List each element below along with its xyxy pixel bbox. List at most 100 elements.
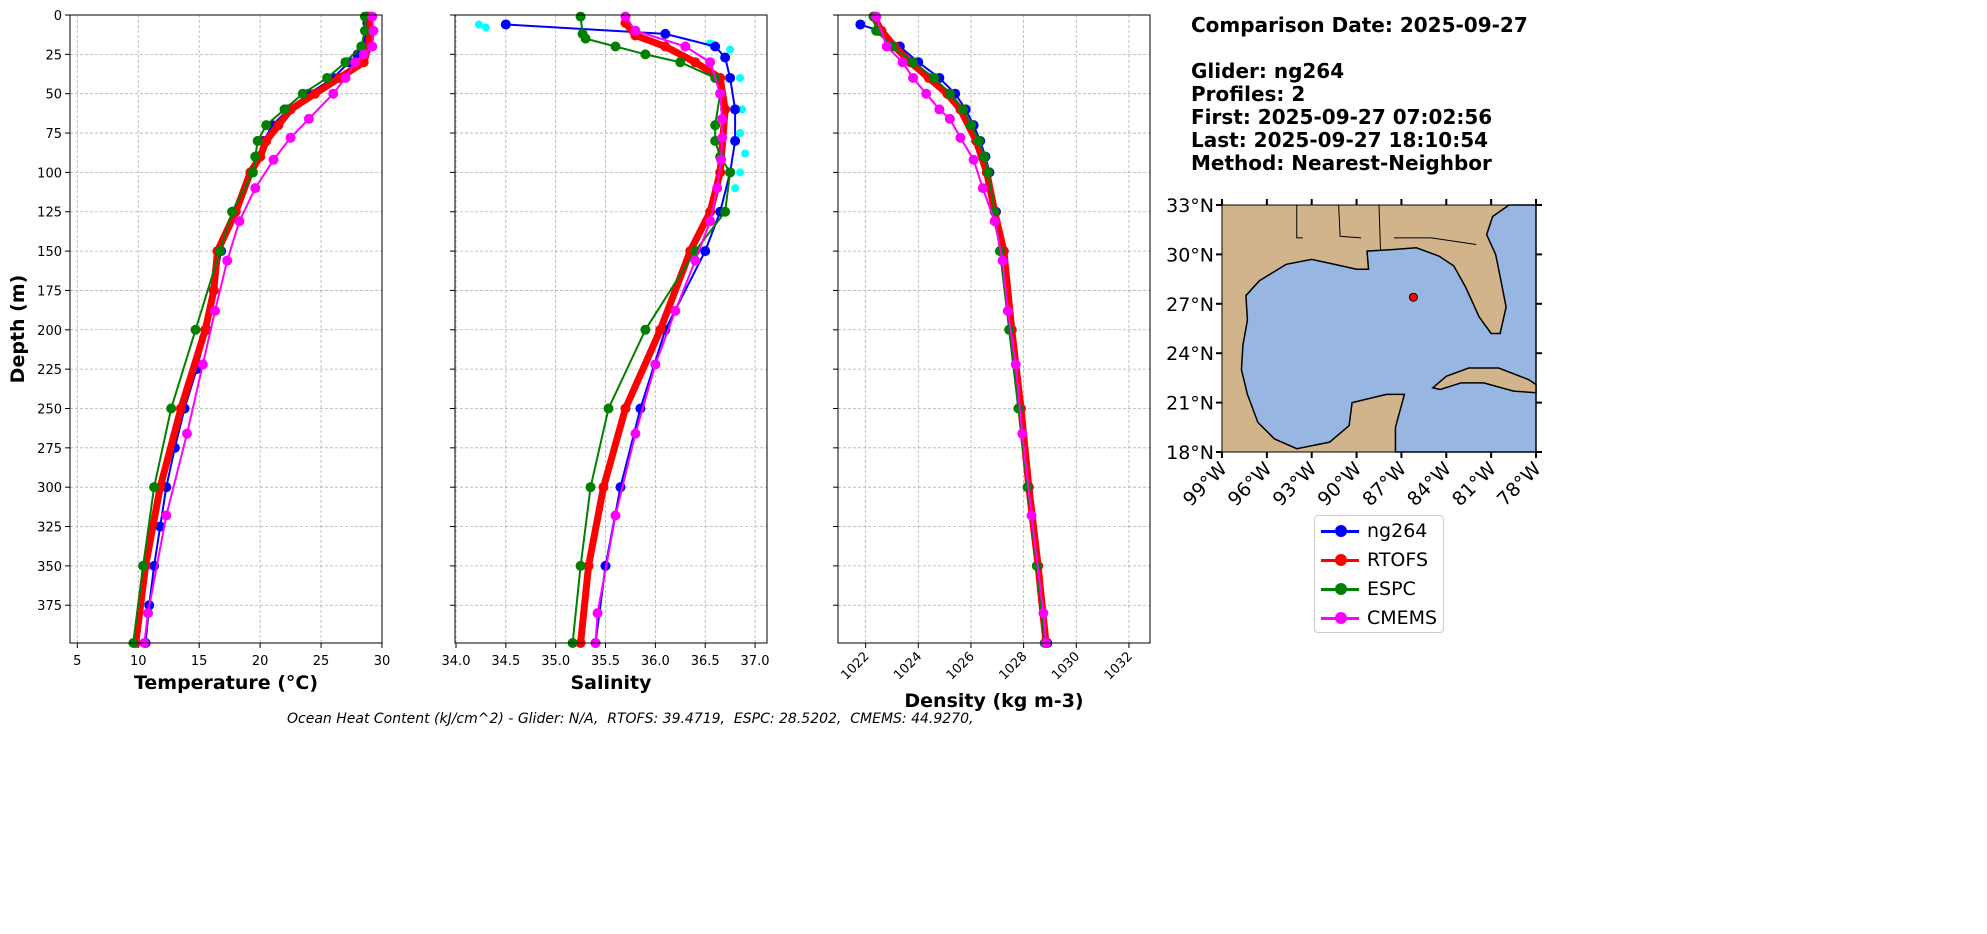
legend-item-espc: ESPC [1315,575,1443,603]
data-point [620,11,631,22]
comparison-date: Comparison Date: 2025-09-27 [1191,13,1528,37]
data-point [273,120,284,131]
x-tick-label: 36.5 [691,654,720,669]
data-point [725,167,736,178]
data-point [309,88,320,99]
series-line [577,20,729,644]
y-tick-label: 225 [37,363,62,378]
data-point [356,41,367,52]
lat-tick-label: 30°N [1166,244,1214,266]
lat-tick-label: 18°N [1166,442,1214,464]
y-tick-label: 175 [37,284,62,299]
y-tick-label: 375 [37,599,62,614]
data-point [675,57,686,68]
data-point [738,105,747,114]
data-point [1017,428,1028,439]
data-point [670,305,681,316]
y-tick-label: 0 [54,9,62,24]
method: Method: Nearest-Neighbor [1191,151,1492,175]
data-point [214,246,225,257]
lon-tick-label: 96°W [1224,458,1277,511]
data-point [965,120,976,131]
data-point [908,57,919,68]
x-tick-label: 37.0 [741,654,770,669]
y-tick-label: 75 [45,127,62,142]
data-point [197,359,208,370]
data-point [650,359,661,370]
x-tick-label: 20 [252,654,269,669]
data-point [285,132,296,143]
legend-label: CMEMS [1367,607,1438,629]
data-point [725,72,736,83]
data-point [358,57,369,68]
data-point [726,45,735,54]
data-point [328,88,339,99]
data-point [250,151,261,162]
data-point [897,57,908,68]
series-ng264 [500,19,741,648]
series-CMEMS [590,11,728,648]
data-point [359,11,370,22]
data-point [640,324,651,335]
last-time: Last: 2025-09-27 18:10:54 [1191,128,1489,152]
first-time: First: 2025-09-27 07:02:56 [1191,105,1493,129]
x-tick-label: 1032 [1102,649,1136,683]
series-ng264 [855,19,1053,648]
data-point [583,560,594,571]
data-point [955,132,966,143]
lat-tick-label: 24°N [1166,343,1214,365]
lat-tick-label: 33°N [1166,195,1214,217]
y-tick-label: 100 [37,166,62,181]
series-RTOFS [575,17,731,648]
ohc-footer: Ocean Heat Content (kJ/cm^2) - Glider: N… [287,711,974,727]
state-border [1378,204,1381,250]
data-point [161,510,172,521]
data-point [592,608,603,619]
series-CMEMS [139,11,379,648]
data-point [944,113,955,124]
data-point [710,41,721,52]
axes-frame [454,14,768,644]
lon-tick-label: 84°W [1403,458,1456,511]
x-tick-label: 1028 [996,649,1030,683]
x-tick-label: 30 [374,654,391,669]
x-tick-label: 35.5 [591,654,620,669]
x-tick-label: 1026 [944,649,978,683]
x-tick-label: 36.0 [641,654,670,669]
data-point [983,167,994,178]
data-point [705,216,716,227]
x-tick-label: 1022 [838,649,872,683]
data-point [715,88,726,99]
data-point [736,129,745,138]
data-point [855,19,866,30]
series-ESPC [868,11,1050,648]
legend-item-rtofs: RTOFS [1315,546,1443,574]
lon-tick-label: 90°W [1313,458,1366,511]
x-axis-label: Density (kg m-3) [904,690,1083,712]
y-tick-label: 50 [45,88,62,103]
data-point [973,135,984,146]
data-point [250,183,261,194]
data-point [720,52,731,63]
data-point [500,19,511,30]
data-point [655,324,666,335]
data-point [944,88,955,99]
data-point [474,20,483,29]
map-frame [1221,204,1537,453]
data-point [367,41,378,52]
data-point [1013,403,1024,414]
data-point [716,154,727,165]
data-point [368,25,379,36]
y-tick-label: 350 [37,560,62,575]
x-tick-label: 10 [130,654,147,669]
series-line [505,23,737,644]
data-point [720,104,731,115]
data-point [630,25,641,36]
lat-tick-label: 27°N [1166,294,1214,316]
data-point [580,33,591,44]
lon-tick-label: 87°W [1358,458,1411,511]
data-point [610,510,621,521]
data-point [358,49,369,60]
data-point [322,72,333,83]
data-point [730,104,741,115]
